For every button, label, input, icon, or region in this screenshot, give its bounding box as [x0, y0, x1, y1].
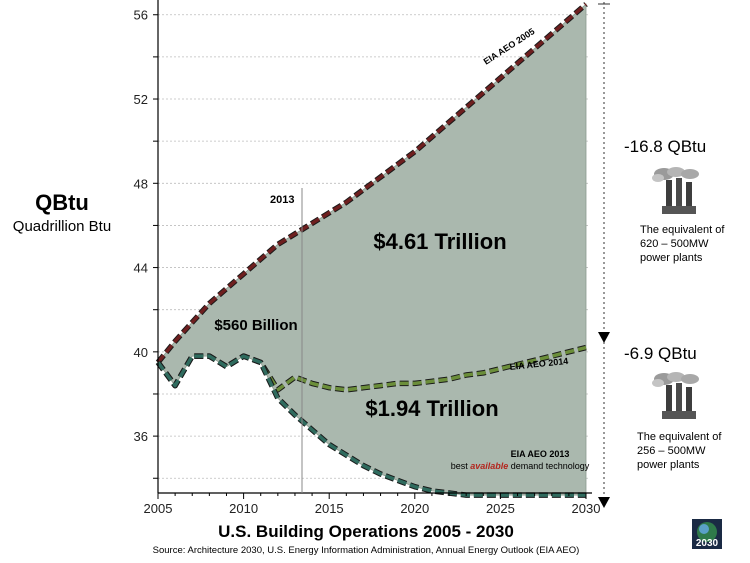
y-axis-title: QBtu: [35, 190, 89, 215]
savings-upper-value: -16.8 QBtu: [624, 137, 706, 156]
series-line-aeo2005: [156, 2, 588, 364]
sublabel-pre: best: [451, 461, 471, 471]
y-tick-label: 48: [134, 176, 148, 191]
equivalent-upper-line: The equivalent of: [640, 224, 725, 236]
source-note: Source: Architecture 2030, U.S. Energy I…: [153, 545, 580, 556]
y-tick-label: 52: [134, 92, 148, 107]
x-axis-title: U.S. Building Operations 2005 - 2030: [218, 522, 514, 541]
x-tick-label: 2020: [400, 501, 429, 516]
series-sublabel-aeo2013: best available demand technology: [451, 461, 590, 471]
year-marker-label: 2013: [270, 194, 294, 206]
savings-bottom-arrow: [598, 497, 610, 508]
power-plant-icon: [652, 372, 699, 419]
y-tick-label: 56: [134, 8, 148, 23]
savings-areas: [157, 3, 587, 496]
x-tick-label: 2030: [572, 501, 601, 516]
equivalent-upper-line: 620 – 500MW: [640, 238, 709, 250]
y-tick-label: 36: [134, 429, 148, 444]
equivalent-upper: The equivalent of 620 – 500MW power plan…: [640, 224, 727, 264]
architecture-2030-logo: 2030: [692, 519, 722, 549]
equivalent-upper-line: power plants: [640, 252, 703, 264]
equivalent-lower-line: 256 – 500MW: [637, 445, 706, 457]
x-tick-label: 2005: [144, 501, 173, 516]
x-tick-label: 2010: [229, 501, 258, 516]
savings-lower-value: -6.9 QBtu: [624, 344, 697, 363]
logo-text: 2030: [696, 538, 719, 549]
equivalent-lower: The equivalent of 256 – 500MW power plan…: [637, 431, 724, 471]
series-line-aeo2013: [156, 354, 586, 497]
x-tick-label: 2015: [315, 501, 344, 516]
y-tick-label: 44: [134, 261, 148, 276]
area-upper-label: $4.61 Trillion: [373, 229, 506, 254]
area-lower-label: $1.94 Trillion: [365, 396, 498, 421]
x-tick-label: 2025: [486, 501, 515, 516]
y-ticks: 36 40 44 48 52 56: [134, 8, 158, 479]
savings-area: [157, 3, 587, 496]
area-early-label: $560 Billion: [214, 317, 297, 334]
equivalent-lower-line: The equivalent of: [637, 431, 722, 443]
series-label-aeo2013: EIA AEO 2013: [511, 449, 570, 459]
sublabel-post: demand technology: [508, 461, 590, 471]
power-plant-icon: [652, 167, 699, 214]
equivalent-lower-line: power plants: [637, 459, 700, 471]
y-tick-label: 40: [134, 345, 148, 360]
sublabel-emphasis: available: [470, 461, 508, 471]
x-ticks: 2005 2010 2015 2020 2025 2030: [144, 493, 601, 516]
y-axis-subtitle: Quadrillion Btu: [13, 218, 111, 235]
series-lines: [155, 2, 588, 498]
savings-mid-arrow: [598, 332, 610, 343]
